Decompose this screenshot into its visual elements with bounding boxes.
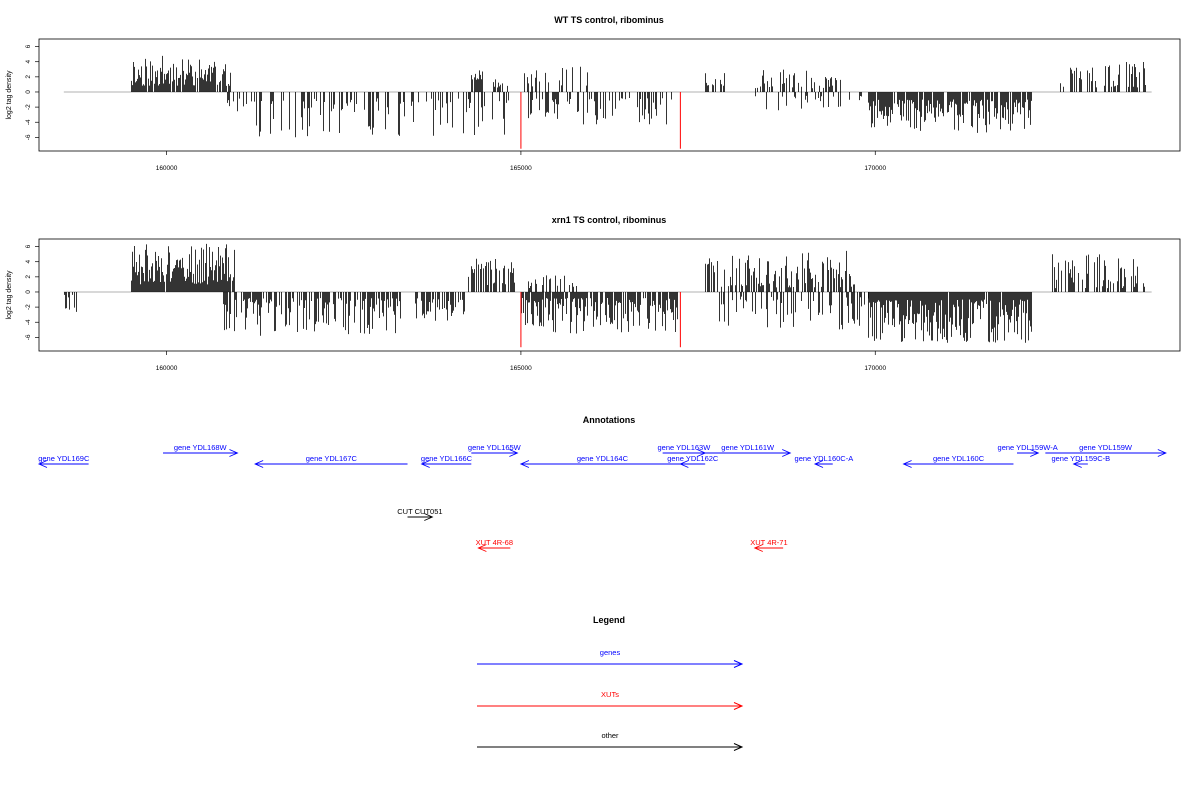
annotation-feature: gene YDL167C <box>254 454 408 468</box>
annotation-feature: gene YDL164C <box>519 454 684 468</box>
legend-title: Legend <box>593 615 625 625</box>
xrn1-x-axis: 160000 165000 170000 <box>156 351 886 372</box>
feature-label: gene YDL167C <box>306 454 358 463</box>
wt-track-panel: WT TS control, ribominus log2 tag densit… <box>6 15 1181 172</box>
y-tick-label: 4 <box>25 60 32 64</box>
feature-arrowhead <box>813 460 824 468</box>
y-tick-label: 4 <box>25 260 32 264</box>
feature-arrowhead <box>1072 460 1082 468</box>
feature-label: gene YDL168W <box>174 443 228 452</box>
legend-label: other <box>601 731 619 740</box>
annotation-feature: gene YDL159W-A <box>998 443 1058 457</box>
annotation-feature: XUT 4R-68 <box>476 538 513 552</box>
x-tick-label: 165000 <box>510 365 532 372</box>
y-tick-label: 6 <box>25 244 32 248</box>
y-tick-label: -2 <box>25 304 32 310</box>
legend-label: genes <box>600 648 621 657</box>
feature-label: gene YDL160C-A <box>795 454 854 463</box>
feature-arrowhead <box>229 449 239 457</box>
wt-plot-frame <box>38 38 1181 152</box>
y-tick-label: 0 <box>25 290 32 294</box>
feature-arrowhead <box>1030 449 1040 457</box>
feature-label: gene YDL163W <box>657 443 711 452</box>
feature-label: XUT 4R-68 <box>476 538 513 547</box>
annotation-feature: gene YDL162C <box>667 454 719 468</box>
feature-arrowhead <box>477 544 487 552</box>
feature-label: gene YDL159W <box>1079 443 1133 452</box>
annotation-feature: gene YDL166C <box>420 454 473 468</box>
legend-label: XUTs <box>601 690 619 699</box>
feature-arrowhead <box>753 544 763 552</box>
y-tick-label: -2 <box>25 104 32 110</box>
y-tick-label: 2 <box>25 275 32 279</box>
feature-arrowhead <box>37 460 48 468</box>
annotation-feature: gene YDL161W <box>705 443 792 457</box>
feature-arrowhead <box>424 513 434 521</box>
annotation-feature: gene YDL160C-A <box>795 454 854 468</box>
legend-arrowhead <box>733 743 744 751</box>
feature-arrowhead <box>679 460 689 468</box>
annotation-feature: gene YDL159C-B <box>1051 454 1110 468</box>
feature-arrowhead <box>902 460 912 468</box>
annotation-feature: gene YDL159W <box>1045 443 1167 457</box>
xrn1-y-axis-label: log2 tag density <box>6 270 13 320</box>
y-tick-label: -4 <box>25 119 32 125</box>
annotation-feature: gene YDL168W <box>163 443 239 457</box>
feature-arrowhead <box>782 449 792 457</box>
wt-density-bars <box>63 55 1152 149</box>
feature-label: gene YDL159W-A <box>998 443 1058 452</box>
annotation-feature: gene YDL165W <box>468 443 522 457</box>
annotation-feature: gene YDL169C <box>37 454 90 468</box>
feature-label: XUT 4R-71 <box>750 538 787 547</box>
wt-y-axis-label: log2 tag density <box>6 70 13 120</box>
y-tick-label: -6 <box>25 334 32 340</box>
feature-arrowhead <box>509 449 519 457</box>
y-tick-label: -4 <box>25 319 32 325</box>
x-tick-label: 170000 <box>864 365 886 372</box>
feature-arrowhead <box>519 460 530 468</box>
legend-arrowhead <box>733 702 744 710</box>
wt-x-axis: 160000 165000 170000 <box>156 151 886 172</box>
x-tick-label: 170000 <box>864 165 886 172</box>
feature-arrowhead <box>1157 449 1167 457</box>
xrn1-density-bars <box>63 243 1152 348</box>
xrn1-y-axis: 6 4 2 0 -2 -4 -6 <box>25 244 39 340</box>
x-tick-label: 165000 <box>510 165 532 172</box>
y-tick-label: -6 <box>25 134 32 140</box>
feature-label: gene YDL166C <box>421 454 473 463</box>
feature-label: CUT CUT051 <box>397 507 442 516</box>
legend-item: genes <box>477 648 744 668</box>
annotation-feature: XUT 4R-71 <box>750 538 788 552</box>
x-tick-label: 160000 <box>156 365 178 372</box>
annotations-title: Annotations <box>583 415 636 425</box>
feature-label: gene YDL165W <box>468 443 522 452</box>
annotation-features: gene YDL169C gene YDL168W gene YDL167C gene… <box>37 443 1167 552</box>
feature-label: gene YDL160C <box>933 454 985 463</box>
wt-panel-title: WT TS control, ribominus <box>554 15 664 25</box>
legend-panel: Legend genes XUTs other <box>477 615 744 751</box>
feature-label: gene YDL169C <box>38 454 90 463</box>
legend-arrowhead <box>733 660 744 668</box>
xrn1-panel-title: xrn1 TS control, ribominus <box>552 215 667 225</box>
feature-label: gene YDL162C <box>667 454 719 463</box>
y-tick-label: 2 <box>25 75 32 79</box>
y-tick-label: 6 <box>25 44 32 48</box>
wt-y-axis: 6 4 2 0 -2 -4 -6 <box>25 44 39 140</box>
legend-item: XUTs <box>477 690 744 710</box>
feature-arrowhead <box>254 460 264 468</box>
feature-label: gene YDL161W <box>721 443 775 452</box>
y-tick-label: 0 <box>25 90 32 94</box>
feature-label: gene YDL159C-B <box>1051 454 1110 463</box>
feature-label: gene YDL164C <box>577 454 629 463</box>
x-tick-label: 160000 <box>156 165 178 172</box>
legend-items: genes XUTs other <box>477 648 744 751</box>
legend-item: other <box>477 731 744 751</box>
xrn1-track-panel: xrn1 TS control, ribominus log2 tag dens… <box>6 215 1181 372</box>
feature-arrowhead <box>420 460 430 468</box>
annotation-feature: gene YDL160C <box>902 454 1014 468</box>
annotation-feature: CUT CUT051 <box>397 507 443 521</box>
xrn1-plot-frame <box>38 238 1181 352</box>
